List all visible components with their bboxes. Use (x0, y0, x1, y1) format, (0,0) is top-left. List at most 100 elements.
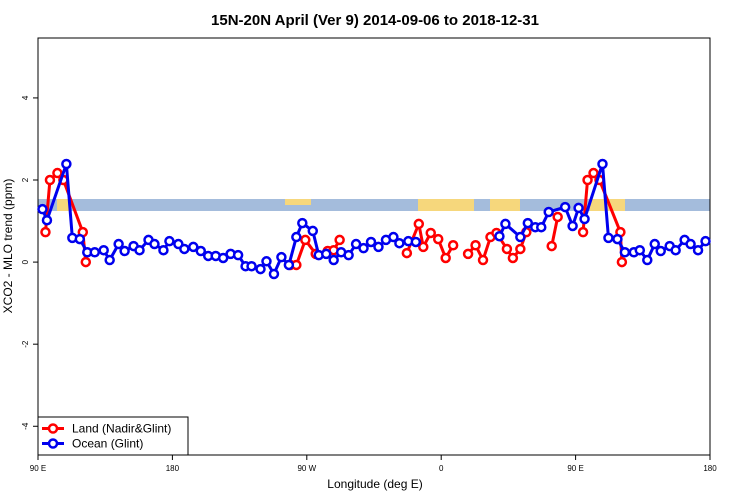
point (573, 202, 584, 214)
point (394, 237, 405, 249)
point (410, 236, 422, 248)
point (40, 226, 51, 238)
legend-label: Land (Nadir&Glint) (72, 422, 171, 436)
point (619, 246, 631, 258)
x-tick-label: 180 (703, 464, 717, 473)
point (616, 256, 628, 268)
point (98, 244, 109, 256)
point (44, 174, 56, 186)
point (413, 218, 425, 230)
point (500, 218, 511, 230)
point (246, 260, 257, 272)
point (634, 244, 646, 256)
point (188, 241, 199, 253)
point (432, 233, 444, 245)
legend-label: Ocean (Glint) (72, 437, 143, 451)
point (515, 231, 526, 243)
point (579, 213, 590, 225)
y-tick-label: 4 (21, 95, 30, 100)
point (255, 263, 266, 275)
land-mask-band (38, 199, 710, 211)
band-land (590, 199, 625, 211)
y-axis-label: XCO2 - MLO trend (ppm) (1, 179, 15, 314)
point (74, 233, 86, 245)
band-land (490, 199, 520, 211)
point (164, 235, 175, 247)
band-land (418, 199, 474, 211)
point (158, 244, 169, 256)
point (334, 234, 345, 246)
point (552, 211, 563, 223)
point (642, 254, 653, 266)
point (307, 225, 319, 237)
point (470, 240, 481, 251)
x-tick-label: 90 W (297, 464, 316, 473)
point (195, 245, 207, 257)
point (494, 230, 505, 242)
point (536, 221, 547, 233)
series-line (41, 163, 707, 278)
point (365, 236, 377, 248)
point (291, 231, 302, 243)
point (261, 256, 272, 267)
point (373, 241, 384, 253)
point (588, 167, 599, 179)
point (522, 217, 534, 229)
point (670, 244, 681, 256)
point (447, 240, 459, 251)
point (52, 167, 63, 179)
point (61, 158, 72, 170)
point (388, 231, 399, 243)
point (612, 233, 623, 245)
point (297, 217, 308, 229)
point (37, 203, 48, 215)
point (603, 232, 614, 244)
point (232, 249, 244, 261)
point (700, 235, 711, 247)
y-tick-label: 0 (21, 259, 30, 264)
point (418, 241, 429, 253)
point (546, 240, 557, 252)
y-tick-label: -4 (21, 422, 30, 430)
point (179, 243, 190, 255)
legend-marker (47, 438, 59, 449)
point (507, 252, 519, 264)
x-tick-label: 90 E (30, 464, 46, 473)
point (401, 247, 413, 259)
point (104, 254, 115, 266)
point (283, 259, 295, 271)
point (328, 254, 339, 266)
point (440, 252, 451, 264)
point (149, 238, 160, 250)
y-tick-label: 2 (21, 177, 30, 182)
point (343, 249, 354, 261)
band (38, 199, 710, 211)
point (582, 174, 593, 186)
point (559, 201, 571, 213)
x-axis-label: Longitude (deg E) (327, 477, 422, 491)
plot-frame (37, 37, 711, 456)
point (515, 243, 526, 255)
point (350, 238, 362, 250)
point (685, 238, 696, 250)
point (134, 244, 145, 256)
point (501, 243, 513, 255)
x-tick-label: 0 (439, 464, 444, 473)
point (597, 158, 608, 170)
point (462, 248, 474, 260)
point (577, 226, 589, 238)
chart-title: 15N-20N April (Ver 9) 2014-09-06 to 2018… (211, 12, 539, 29)
point (268, 268, 280, 280)
point (113, 238, 124, 250)
point (89, 246, 100, 258)
band-land (57, 199, 69, 211)
point (217, 252, 229, 264)
legend-box (37, 416, 189, 456)
point (119, 245, 130, 257)
x-tick-label: 90 E (567, 464, 583, 473)
band-land (285, 199, 311, 205)
point (276, 251, 287, 263)
point (425, 227, 436, 239)
y-tick-label: -2 (21, 340, 30, 348)
legend-marker (47, 423, 59, 434)
